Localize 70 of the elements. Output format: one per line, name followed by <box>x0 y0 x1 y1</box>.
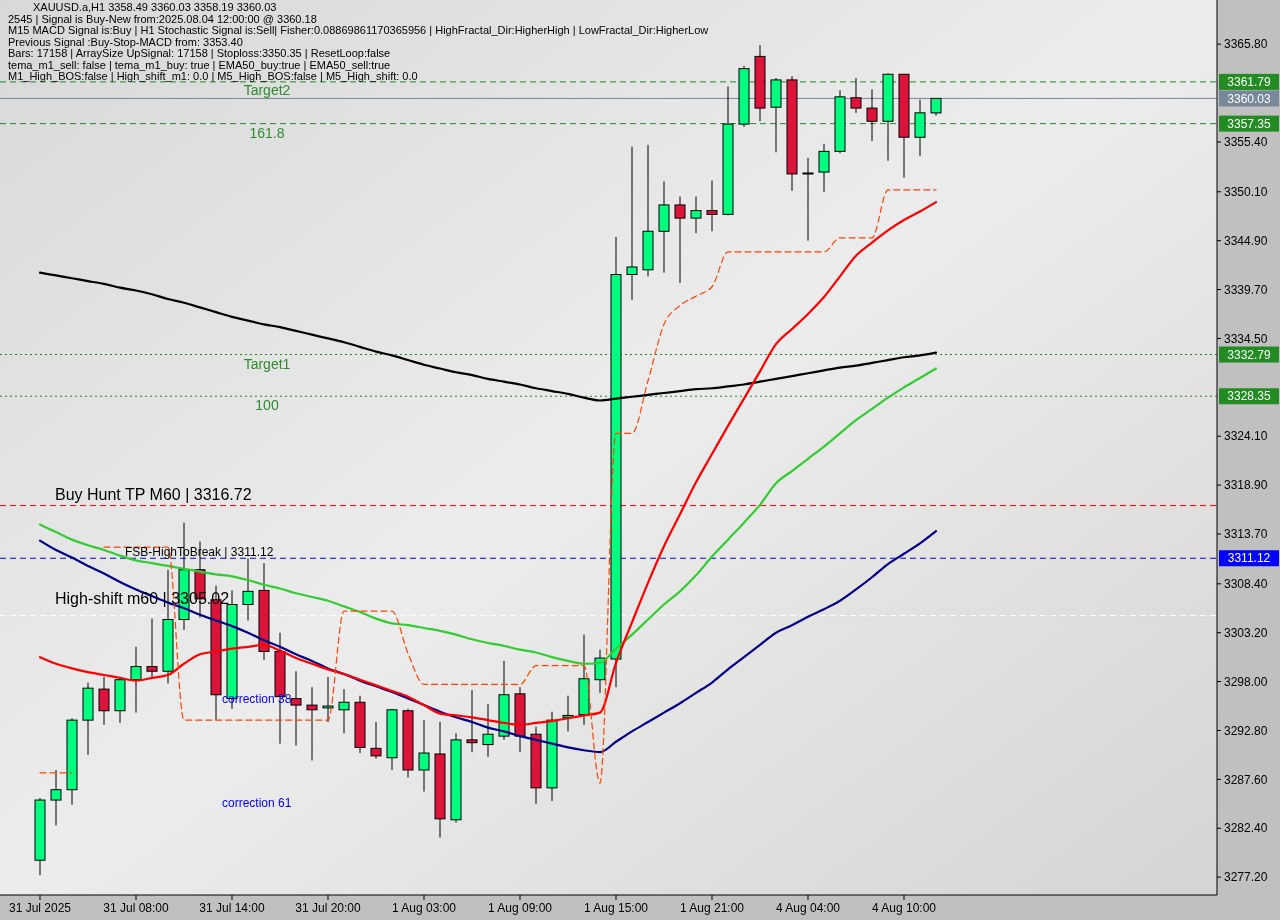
annotation: 100 <box>255 397 279 414</box>
chart-title: XAUUSD.a,H1 3358.49 3360.03 3358.19 3360.03 <box>33 1 277 13</box>
candlestick <box>418 719 430 793</box>
ref-line-label: 3361.79 <box>1227 75 1272 90</box>
candlestick <box>306 686 318 762</box>
x-tick-label: 31 Jul 08:00 <box>103 901 170 915</box>
candlestick <box>850 77 862 114</box>
annotation: 161.8 <box>249 124 285 141</box>
annotation: M15 MACD Signal is:Buy | H1 Stochastic Signal is:Sell| Fisher:0.08869861170365956 | HighFractal_Dir:HigherHigh | LowFractal_Dir:HigherLow <box>8 24 709 36</box>
ref-line-label: 3332.79 <box>1227 347 1272 362</box>
y-tick-label: 3350.10 <box>1224 184 1268 199</box>
candlestick <box>242 557 254 621</box>
x-tick-label: 31 Jul 2025 <box>8 901 72 915</box>
y-tick-label: 3313.70 <box>1224 527 1268 542</box>
annotation: Previous Signal :Buy-Stop-MACD from: 3353.40 <box>8 35 243 48</box>
y-tick-label: 3308.40 <box>1224 577 1268 592</box>
annotation: Buy Hunt TP M60 | 3316.72 <box>55 485 252 503</box>
candlestick <box>466 689 478 753</box>
y-tick-label: 3298.00 <box>1224 674 1268 689</box>
candlestick <box>706 180 718 232</box>
y-tick-label: 3339.70 <box>1224 282 1268 297</box>
ref-line-label: 3360.03 <box>1227 91 1272 106</box>
candlestick <box>594 649 606 694</box>
candlestick <box>50 769 62 826</box>
x-tick-label: 4 Aug 10:00 <box>871 901 937 915</box>
x-tick-label: 1 Aug 03:00 <box>391 901 457 915</box>
x-tick-label: 1 Aug 21:00 <box>679 901 745 915</box>
candlestick <box>130 646 142 714</box>
candlestick <box>370 721 382 760</box>
candlestick <box>322 676 334 723</box>
y-tick-label: 3365.80 <box>1224 37 1268 52</box>
y-tick-label: 3282.40 <box>1224 821 1268 836</box>
annotation: correction 61 <box>222 796 292 810</box>
y-tick-label: 3344.90 <box>1224 233 1268 248</box>
line-series <box>38 530 938 754</box>
annotation: correction 38 <box>222 692 292 706</box>
candlestick <box>674 195 686 284</box>
x-tick-label: 1 Aug 09:00 <box>487 901 553 915</box>
ref-line-label: 3328.35 <box>1227 389 1272 404</box>
candlestick <box>818 143 830 193</box>
candlestick <box>690 195 702 234</box>
candlestick <box>802 157 814 242</box>
candlestick <box>290 670 302 747</box>
candlestick <box>146 618 158 678</box>
y-tick-label: 3303.20 <box>1224 625 1268 640</box>
annotation: tema_m1_sell: false | tema_m1_buy: true | EMA50_buy:true | EMA50_sell:true <box>8 58 391 71</box>
y-tick-label: 3277.20 <box>1224 870 1268 885</box>
text: 2545 | Signal is Buy-New from:2025.08.04 12:00:00 @ 3360.18 <box>8 12 317 25</box>
annotation: Bars: 17158 | ArraySize UpSignal: 17158 | Stoploss:3350.35 | ResetLoop:false <box>8 47 391 59</box>
y-tick-label: 3355.40 <box>1224 135 1268 150</box>
annotation: M1_High_BOS:false | High_shift_m1: 0.0 | M5_High_BOS:false | M5_High_shift: 0.0 <box>8 70 418 82</box>
x-tick-label: 4 Aug 04:00 <box>775 901 841 915</box>
y-tick-label: 3292.80 <box>1224 723 1268 738</box>
annotation: Target2 <box>243 81 291 98</box>
candlestick <box>98 676 110 726</box>
annotation: FSB-HighToBreak | 3311.12 <box>125 545 274 560</box>
y-tick-label: 3287.60 <box>1224 772 1268 787</box>
candlestick <box>338 688 350 734</box>
ref-line-label: 3357.35 <box>1227 116 1272 131</box>
x-tick-label: 31 Jul 14:00 <box>199 901 266 915</box>
candlestick <box>626 146 638 301</box>
y-tick-label: 3324.10 <box>1224 429 1268 444</box>
annotation: Target1 <box>243 355 291 372</box>
ref-line-label: 3311.12 <box>1227 551 1271 566</box>
candlestick <box>866 88 878 142</box>
candlestick <box>482 703 494 758</box>
x-tick-label: 1 Aug 15:00 <box>583 901 649 915</box>
y-tick-label: 3318.90 <box>1224 478 1268 493</box>
y-tick-label: 3334.50 <box>1224 331 1268 346</box>
x-tick-label: 31 Jul 20:00 <box>295 901 362 915</box>
